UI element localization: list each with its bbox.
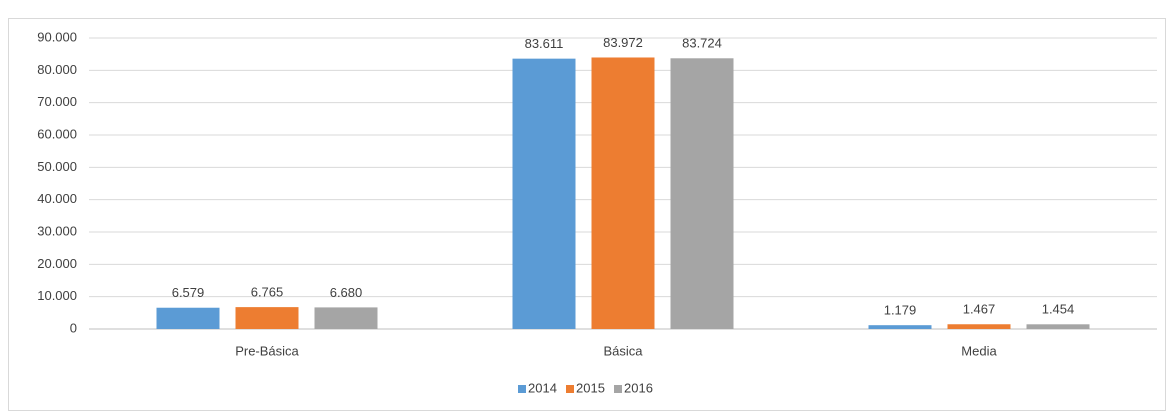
value-label: 6.765 <box>251 285 284 300</box>
value-label: 83.724 <box>682 36 722 51</box>
legend-label: 2016 <box>624 380 653 395</box>
value-label: 83.611 <box>525 36 564 51</box>
bar <box>947 324 1011 329</box>
y-tick-label: 10.000 <box>37 288 77 303</box>
bar <box>314 307 378 329</box>
bar <box>512 58 576 329</box>
legend-swatch <box>614 385 622 393</box>
bar <box>868 325 932 329</box>
y-tick-label: 60.000 <box>37 126 77 141</box>
value-label: 83.972 <box>603 35 643 50</box>
value-label: 1.454 <box>1042 302 1075 317</box>
value-label: 1.467 <box>963 302 996 317</box>
y-tick-label: 80.000 <box>37 62 77 77</box>
bar <box>235 307 299 329</box>
legend-swatch <box>518 385 526 393</box>
chart-border <box>8 18 1166 411</box>
x-tick-label: Básica <box>603 343 643 358</box>
bar <box>670 58 734 330</box>
value-label: 1.179 <box>884 303 917 318</box>
y-tick-label: 0 <box>70 320 77 335</box>
legend-label: 2014 <box>528 380 557 395</box>
legend-swatch <box>566 385 574 393</box>
bar <box>156 307 220 329</box>
y-tick-label: 90.000 <box>37 29 77 44</box>
value-label: 6.579 <box>172 285 205 300</box>
bar <box>1026 324 1090 329</box>
y-tick-label: 20.000 <box>37 256 77 271</box>
x-tick-label: Media <box>961 343 997 358</box>
y-tick-label: 40.000 <box>37 191 77 206</box>
bar <box>591 57 655 329</box>
value-label: 6.680 <box>330 285 363 300</box>
y-tick-label: 70.000 <box>37 94 77 109</box>
legend-label: 2015 <box>576 380 605 395</box>
x-tick-label: Pre-Básica <box>235 343 299 358</box>
y-tick-label: 50.000 <box>37 159 77 174</box>
y-tick-label: 30.000 <box>37 223 77 238</box>
